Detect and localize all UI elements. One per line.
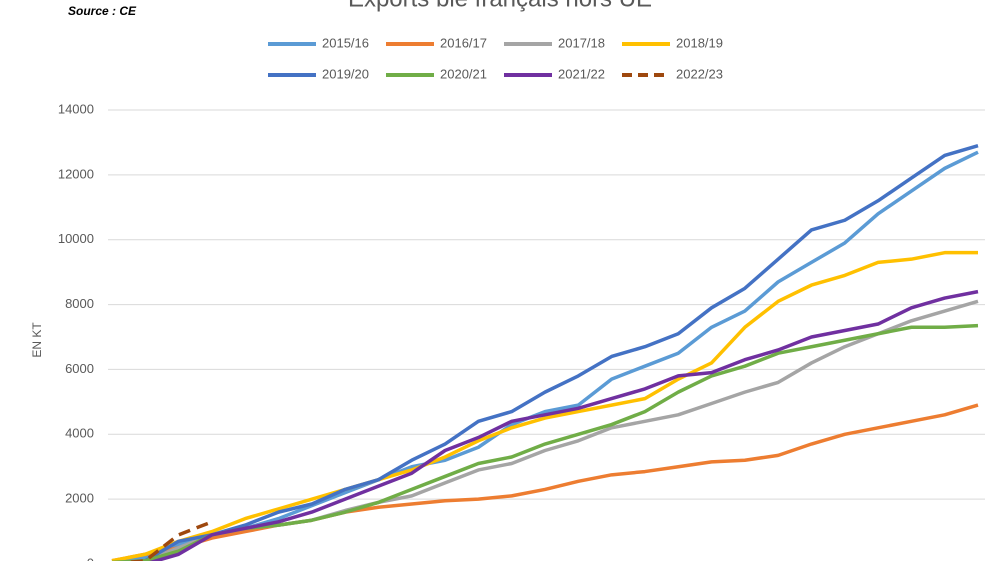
y-axis-label: EN KT — [30, 322, 44, 358]
legend-label: 2015/16 — [322, 35, 369, 50]
legend-label: 2016/17 — [440, 35, 487, 50]
y-tick-label: 10000 — [58, 231, 94, 246]
source: Source : CE — [68, 4, 137, 18]
y-tick-label: 4000 — [65, 426, 94, 441]
legend-label: 2017/18 — [558, 35, 605, 50]
y-tick-label: 6000 — [65, 361, 94, 376]
legend-label: 2018/19 — [676, 35, 723, 50]
series-line — [111, 403, 979, 561]
legend-label: 2021/22 — [558, 66, 605, 81]
y-tick-label: 14000 — [58, 101, 94, 116]
y-tick-label: 8000 — [65, 296, 94, 311]
series-line — [111, 250, 978, 561]
legend-label: 2019/20 — [322, 66, 369, 81]
y-tick-label: 2000 — [65, 491, 94, 506]
series-line — [124, 143, 979, 561]
series-line — [149, 289, 979, 561]
legend-label: 2020/21 — [440, 66, 487, 81]
series-line — [118, 150, 979, 561]
y-tick-label: 12000 — [58, 166, 94, 181]
y-tick-label: 0 — [87, 555, 94, 561]
chart-title: Exports blé français hors UE — [348, 0, 652, 12]
legend-label: 2022/23 — [676, 66, 723, 81]
